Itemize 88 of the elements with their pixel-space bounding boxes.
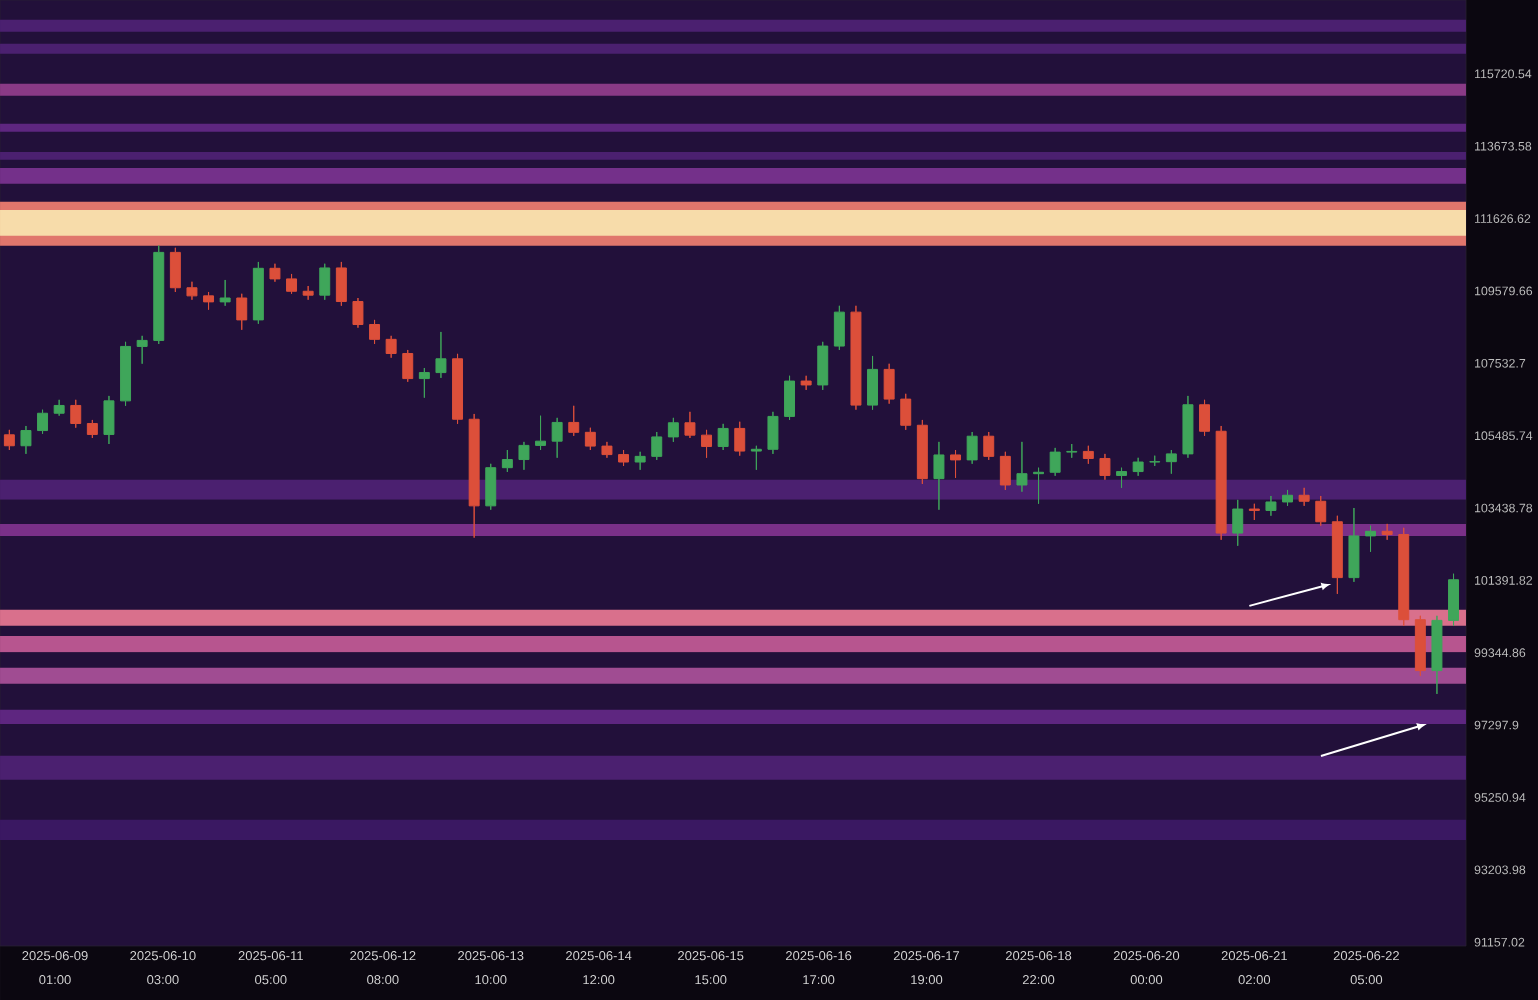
- candlestick: [236, 293, 248, 331]
- candlestick: [1331, 515, 1343, 595]
- candlestick: [1282, 489, 1294, 507]
- candlestick: [518, 441, 530, 471]
- candlestick: [983, 431, 995, 461]
- candlestick: [1431, 615, 1443, 695]
- candlestick: [402, 349, 414, 383]
- candlestick: [933, 441, 945, 511]
- candlestick: [369, 319, 381, 345]
- candlestick: [634, 451, 646, 471]
- candlestick: [999, 451, 1011, 491]
- candlestick: [950, 449, 962, 479]
- candlestick: [1049, 447, 1061, 477]
- candlestick: [169, 247, 181, 293]
- candlestick: [618, 449, 630, 467]
- candlestick: [750, 445, 762, 471]
- candlestick: [1165, 449, 1177, 475]
- candlestick: [1232, 499, 1244, 547]
- candlestick: [352, 297, 364, 329]
- candlestick: [70, 399, 82, 429]
- candlestick: [302, 285, 314, 301]
- candlestick: [584, 427, 596, 451]
- candlestick: [701, 429, 713, 459]
- candlestick: [335, 261, 347, 307]
- candlestick: [3, 429, 15, 451]
- candlestick: [1149, 455, 1161, 467]
- candlestick: [867, 355, 879, 411]
- candlestick: [286, 273, 298, 295]
- candlestick: [120, 341, 132, 407]
- candlestick: [1116, 467, 1128, 489]
- candlestick: [1082, 445, 1094, 465]
- candlestick: [452, 353, 464, 425]
- candlestick: [501, 449, 513, 473]
- candlestick: [153, 245, 165, 345]
- candlestick: [568, 405, 580, 437]
- candlestick: [1248, 503, 1260, 521]
- candlestick: [1398, 527, 1410, 627]
- candlestick: [850, 305, 862, 411]
- candlestick: [203, 291, 215, 311]
- candlestick: [1315, 495, 1327, 527]
- candlestick: [435, 331, 447, 379]
- candlestick: [535, 415, 547, 451]
- candlestick: [1099, 453, 1111, 481]
- candlestick: [1215, 425, 1227, 541]
- candlestick: [817, 341, 829, 391]
- candlestick: [651, 431, 663, 461]
- candlestick: [252, 261, 264, 325]
- candlestick: [1132, 457, 1144, 477]
- candlestick: [103, 395, 115, 445]
- candlestick: [136, 335, 148, 365]
- candlestick: [767, 411, 779, 455]
- candlestick: [966, 431, 978, 465]
- candlestick: [485, 463, 497, 511]
- candlestick: [418, 367, 430, 399]
- candlestick: [551, 417, 563, 459]
- candlestick: [319, 263, 331, 301]
- candlestick: [269, 263, 281, 283]
- candlestick: [1381, 523, 1393, 541]
- candlestick: [53, 399, 65, 417]
- candlestick: [734, 421, 746, 457]
- candlestick: [1448, 573, 1460, 627]
- candlestick: [1199, 399, 1211, 437]
- candlestick: [717, 423, 729, 451]
- candlestick: [20, 425, 32, 455]
- candlestick: [1348, 507, 1360, 583]
- candlestick: [1365, 525, 1377, 553]
- candlestick: [900, 393, 912, 431]
- candlestick: [916, 419, 928, 485]
- candlestick: [219, 279, 231, 307]
- candlestick: [883, 363, 895, 405]
- candlestick: [1033, 467, 1045, 505]
- candlestick: [468, 413, 480, 539]
- candlestick: [800, 375, 812, 391]
- candlestick: [833, 305, 845, 351]
- candlestick: [684, 411, 696, 439]
- candlestick: [1066, 443, 1078, 459]
- candlestick: [1414, 615, 1426, 677]
- candlestick: [37, 409, 49, 435]
- candlestick: [186, 281, 198, 301]
- candlestick: [385, 335, 397, 359]
- candlestick: [601, 441, 613, 459]
- candlestick: [1182, 395, 1194, 459]
- candlestick: [1298, 487, 1310, 507]
- candlestick: [86, 419, 98, 439]
- candlestick: [1016, 441, 1028, 493]
- candlestick: [1265, 495, 1277, 517]
- candlestick: [667, 417, 679, 443]
- candlestick: [784, 375, 796, 421]
